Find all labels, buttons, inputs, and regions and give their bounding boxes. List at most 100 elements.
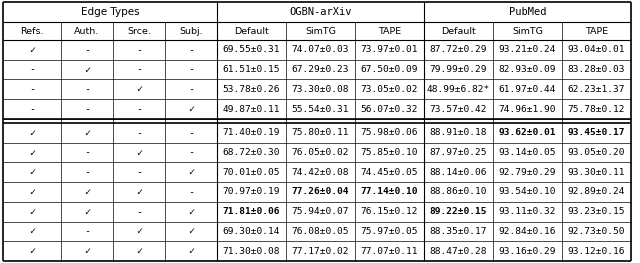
Text: 88.35±0.17: 88.35±0.17: [429, 227, 487, 236]
Text: ✓: ✓: [136, 148, 142, 158]
Text: 75.78±0.12: 75.78±0.12: [568, 105, 625, 114]
Text: -: -: [136, 167, 142, 177]
Text: 75.94±0.07: 75.94±0.07: [292, 207, 349, 216]
Text: 71.40±0.19: 71.40±0.19: [223, 128, 280, 137]
Text: Refs.: Refs.: [20, 27, 44, 36]
Text: -: -: [136, 104, 142, 114]
Text: 67.29±0.23: 67.29±0.23: [292, 65, 349, 74]
Text: SimTG: SimTG: [512, 27, 543, 36]
Text: 88.47±0.28: 88.47±0.28: [429, 247, 487, 256]
Text: 93.54±0.10: 93.54±0.10: [499, 188, 556, 196]
Text: 76.05±0.02: 76.05±0.02: [292, 148, 349, 157]
Text: ✓: ✓: [29, 167, 35, 177]
Text: 73.57±0.42: 73.57±0.42: [429, 105, 487, 114]
Text: 74.96±1.90: 74.96±1.90: [499, 105, 556, 114]
Text: 74.07±0.03: 74.07±0.03: [292, 45, 349, 54]
Text: ✓: ✓: [29, 187, 35, 197]
Text: 73.05±0.02: 73.05±0.02: [361, 85, 419, 94]
Text: 56.07±0.32: 56.07±0.32: [361, 105, 419, 114]
Text: 88.86±0.10: 88.86±0.10: [429, 188, 487, 196]
Text: 92.84±0.16: 92.84±0.16: [499, 227, 556, 236]
Text: ✓: ✓: [188, 207, 194, 217]
Text: ✓: ✓: [29, 226, 35, 236]
Text: 77.17±0.02: 77.17±0.02: [292, 247, 349, 256]
Text: 75.98±0.06: 75.98±0.06: [361, 128, 419, 137]
Text: ✓: ✓: [84, 128, 90, 138]
Text: 93.30±0.11: 93.30±0.11: [568, 168, 625, 177]
Text: ✓: ✓: [84, 207, 90, 217]
Text: TAPE: TAPE: [585, 27, 608, 36]
Text: 61.51±0.15: 61.51±0.15: [223, 65, 280, 74]
Text: -: -: [29, 104, 35, 114]
Text: ✓: ✓: [29, 45, 35, 55]
Text: 53.78±0.26: 53.78±0.26: [223, 85, 280, 94]
Text: ✓: ✓: [188, 104, 194, 114]
Text: ✓: ✓: [29, 148, 35, 158]
Text: 48.99±6.82*: 48.99±6.82*: [427, 85, 490, 94]
Text: 70.01±0.05: 70.01±0.05: [223, 168, 280, 177]
Text: 83.28±0.03: 83.28±0.03: [568, 65, 625, 74]
Text: 93.23±0.15: 93.23±0.15: [568, 207, 625, 216]
Text: 87.72±0.29: 87.72±0.29: [429, 45, 487, 54]
Text: ✓: ✓: [136, 246, 142, 256]
Text: -: -: [84, 104, 90, 114]
Text: ✓: ✓: [136, 84, 142, 94]
Text: Srce.: Srce.: [127, 27, 151, 36]
Text: -: -: [84, 84, 90, 94]
Text: -: -: [84, 226, 90, 236]
Text: 92.89±0.24: 92.89±0.24: [568, 188, 625, 196]
Text: 73.30±0.08: 73.30±0.08: [292, 85, 349, 94]
Text: 67.50±0.09: 67.50±0.09: [361, 65, 419, 74]
Text: 71.30±0.08: 71.30±0.08: [223, 247, 280, 256]
Text: TAPE: TAPE: [378, 27, 401, 36]
Text: 87.97±0.25: 87.97±0.25: [429, 148, 487, 157]
Text: 88.91±0.18: 88.91±0.18: [429, 128, 487, 137]
Text: 73.97±0.01: 73.97±0.01: [361, 45, 419, 54]
Text: -: -: [136, 128, 142, 138]
Text: -: -: [188, 148, 194, 158]
Text: 76.15±0.12: 76.15±0.12: [361, 207, 419, 216]
Text: 55.54±0.31: 55.54±0.31: [292, 105, 349, 114]
Text: -: -: [29, 65, 35, 75]
Text: ✓: ✓: [188, 226, 194, 236]
Text: ✓: ✓: [29, 246, 35, 256]
Text: 75.97±0.05: 75.97±0.05: [361, 227, 419, 236]
Text: ✓: ✓: [84, 187, 90, 197]
Text: Auth.: Auth.: [74, 27, 100, 36]
Text: -: -: [188, 84, 194, 94]
Text: 93.21±0.24: 93.21±0.24: [499, 45, 556, 54]
Text: 77.26±0.04: 77.26±0.04: [292, 188, 349, 196]
Text: SimTG: SimTG: [305, 27, 336, 36]
Text: ✓: ✓: [84, 246, 90, 256]
Text: 70.97±0.19: 70.97±0.19: [223, 188, 280, 196]
Text: ✓: ✓: [84, 65, 90, 75]
Text: 93.11±0.32: 93.11±0.32: [499, 207, 556, 216]
Text: -: -: [136, 65, 142, 75]
Text: PubMed: PubMed: [509, 7, 547, 17]
Text: -: -: [188, 65, 194, 75]
Text: 88.14±0.06: 88.14±0.06: [429, 168, 487, 177]
Text: 69.30±0.14: 69.30±0.14: [223, 227, 280, 236]
Text: 75.80±0.11: 75.80±0.11: [292, 128, 349, 137]
Text: Subj.: Subj.: [179, 27, 203, 36]
Text: 76.08±0.05: 76.08±0.05: [292, 227, 349, 236]
Text: 92.73±0.50: 92.73±0.50: [568, 227, 625, 236]
Text: 93.16±0.29: 93.16±0.29: [499, 247, 556, 256]
Text: ✓: ✓: [136, 226, 142, 236]
Text: ✓: ✓: [29, 128, 35, 138]
Text: 93.45±0.17: 93.45±0.17: [568, 128, 625, 137]
Text: -: -: [188, 128, 194, 138]
Text: 74.45±0.05: 74.45±0.05: [361, 168, 419, 177]
Text: 93.12±0.16: 93.12±0.16: [568, 247, 625, 256]
Text: 79.99±0.29: 79.99±0.29: [429, 65, 487, 74]
Text: 82.93±0.09: 82.93±0.09: [499, 65, 556, 74]
Text: -: -: [188, 187, 194, 197]
Text: 75.85±0.10: 75.85±0.10: [361, 148, 419, 157]
Text: -: -: [188, 45, 194, 55]
Text: 74.42±0.08: 74.42±0.08: [292, 168, 349, 177]
Text: -: -: [136, 207, 142, 217]
Text: 71.81±0.06: 71.81±0.06: [223, 207, 280, 216]
Text: 77.07±0.11: 77.07±0.11: [361, 247, 419, 256]
Text: ✓: ✓: [29, 207, 35, 217]
Text: Default: Default: [234, 27, 269, 36]
